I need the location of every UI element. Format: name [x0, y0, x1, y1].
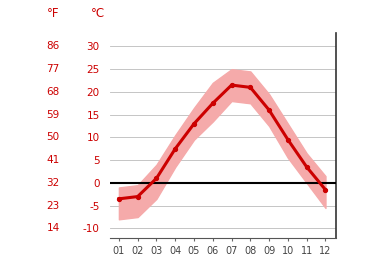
- Text: 59: 59: [46, 110, 60, 120]
- Text: 41: 41: [46, 155, 60, 165]
- Text: 32: 32: [46, 178, 60, 188]
- Text: °C: °C: [91, 7, 105, 20]
- Text: 77: 77: [46, 64, 60, 74]
- Text: 68: 68: [46, 87, 60, 97]
- Text: 50: 50: [47, 132, 60, 143]
- Text: °F: °F: [47, 7, 60, 20]
- Text: 86: 86: [46, 41, 60, 51]
- Text: 23: 23: [46, 201, 60, 211]
- Text: 14: 14: [46, 223, 60, 233]
